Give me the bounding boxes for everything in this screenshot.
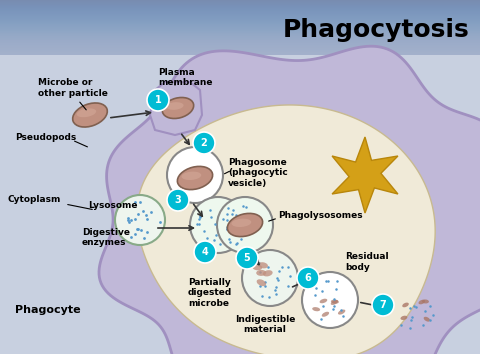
Text: Residual
body: Residual body [344,252,388,272]
Text: Digestive
enzymes: Digestive enzymes [82,228,130,247]
Circle shape [167,147,223,203]
Ellipse shape [330,300,337,305]
Ellipse shape [256,270,265,276]
Polygon shape [99,46,480,354]
Ellipse shape [227,213,262,236]
Bar [0,0,480,55]
Text: Phagocyte: Phagocyte [15,305,81,315]
Ellipse shape [400,316,407,320]
Ellipse shape [72,103,107,127]
Text: 6: 6 [304,273,311,283]
Text: Pseudopods: Pseudopods [15,133,76,143]
Circle shape [236,247,257,269]
Ellipse shape [262,270,272,276]
Ellipse shape [319,299,326,303]
Ellipse shape [162,97,193,119]
Text: 1: 1 [154,95,161,105]
Ellipse shape [418,300,424,304]
Ellipse shape [177,166,212,190]
Text: 4: 4 [201,247,208,257]
Circle shape [190,197,245,253]
Circle shape [241,250,298,306]
Ellipse shape [252,264,262,270]
Text: Partially
digested
microbe: Partially digested microbe [188,278,232,308]
Circle shape [296,267,318,289]
Text: 3: 3 [174,195,181,205]
Ellipse shape [423,317,429,322]
Ellipse shape [421,299,428,303]
Circle shape [147,89,168,111]
Polygon shape [150,82,202,135]
Polygon shape [331,137,397,213]
Ellipse shape [312,307,320,311]
Ellipse shape [321,312,328,317]
Text: Phagosome
(phagocytic
vesicle): Phagosome (phagocytic vesicle) [228,158,287,188]
Bar [0,55,480,354]
Circle shape [167,189,189,211]
Ellipse shape [330,299,338,304]
Text: Phagolysosomes: Phagolysosomes [277,211,362,219]
Text: 7: 7 [379,300,385,310]
Circle shape [301,272,357,328]
Ellipse shape [76,108,96,117]
Text: Microbe or
other particle: Microbe or other particle [38,78,108,98]
Ellipse shape [337,309,345,315]
Text: Phagocytosis: Phagocytosis [283,18,469,42]
Text: 5: 5 [243,253,250,263]
Ellipse shape [181,172,201,180]
Text: Cytoplasm: Cytoplasm [8,195,61,205]
Ellipse shape [401,303,408,307]
Text: Indigestible
material: Indigestible material [234,315,295,335]
Circle shape [371,294,393,316]
Circle shape [193,241,216,263]
Text: Lysosome: Lysosome [88,200,137,210]
Text: Plasma
membrane: Plasma membrane [157,68,212,87]
Ellipse shape [258,262,267,268]
Ellipse shape [256,279,265,286]
Ellipse shape [231,219,251,227]
Polygon shape [136,105,434,354]
Text: 2: 2 [200,138,207,148]
Circle shape [115,195,165,245]
Circle shape [192,132,215,154]
Circle shape [216,197,273,253]
Ellipse shape [166,102,183,110]
